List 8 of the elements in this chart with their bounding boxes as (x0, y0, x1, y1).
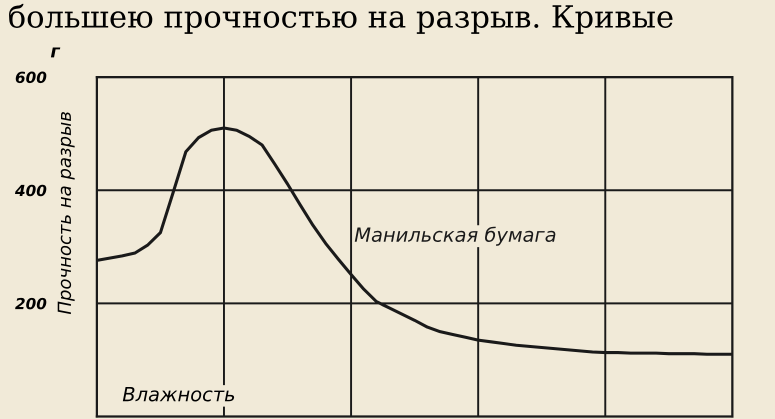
text: г (50, 47, 60, 58)
y-tick-label: 200 (15, 298, 46, 310)
y-tick-label: 400 (14, 184, 46, 196)
y-axis-title: Прочность на разрыв (58, 112, 75, 314)
y-tick-label: 600 (16, 72, 46, 84)
text: большею прочностью на разрыв. Кривые (9, 4, 673, 34)
x-axis-title: Влажность (122, 387, 234, 402)
series-label: Манильская бумага (354, 226, 556, 246)
